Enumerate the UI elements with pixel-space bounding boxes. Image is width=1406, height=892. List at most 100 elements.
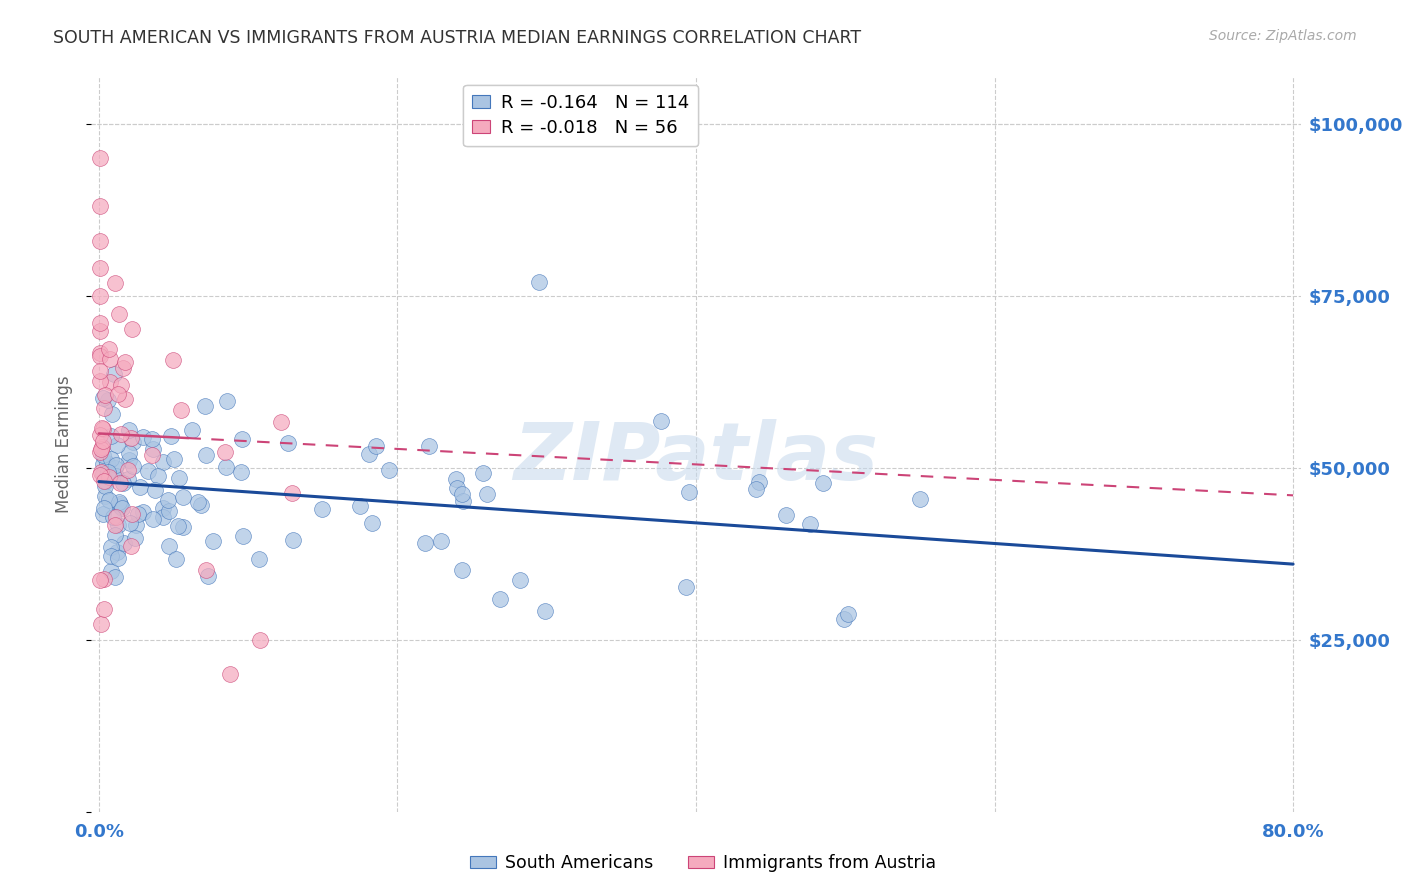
Point	[104, 570, 127, 584]
Point	[122, 435, 145, 450]
Point	[90, 616, 112, 631]
Point	[89, 428, 111, 442]
Point	[141, 448, 163, 462]
Point	[122, 458, 145, 473]
Point	[128, 480, 150, 494]
Point	[142, 442, 165, 456]
Point	[181, 423, 204, 437]
Point	[89, 199, 111, 213]
Point	[364, 439, 387, 453]
Point	[91, 434, 114, 448]
Point	[89, 374, 111, 388]
Point	[105, 509, 128, 524]
Point	[744, 482, 766, 496]
Point	[104, 469, 127, 483]
Point	[114, 354, 136, 368]
Point	[214, 445, 236, 459]
Point	[89, 289, 111, 303]
Point	[169, 471, 191, 485]
Point	[100, 407, 122, 421]
Text: Source: ZipAtlas.com: Source: ZipAtlas.com	[1209, 29, 1357, 43]
Point	[215, 460, 238, 475]
Point	[104, 461, 127, 475]
Point	[136, 464, 159, 478]
Point	[89, 468, 111, 483]
Point	[418, 439, 440, 453]
Point	[219, 667, 242, 681]
Point	[110, 377, 132, 392]
Point	[357, 447, 380, 461]
Point	[98, 492, 121, 507]
Point	[105, 458, 128, 473]
Point	[166, 519, 188, 533]
Point	[172, 520, 194, 534]
Point	[165, 552, 187, 566]
Point	[118, 453, 141, 467]
Point	[94, 478, 117, 492]
Point	[107, 517, 129, 532]
Point	[121, 322, 143, 336]
Point	[201, 534, 224, 549]
Point	[172, 490, 194, 504]
Point	[277, 435, 299, 450]
Point	[101, 509, 124, 524]
Point	[349, 499, 371, 513]
Point	[93, 500, 115, 515]
Point	[107, 307, 129, 321]
Point	[100, 540, 122, 554]
Point	[111, 501, 134, 516]
Point	[94, 489, 117, 503]
Point	[90, 465, 112, 479]
Point	[93, 573, 115, 587]
Point	[141, 433, 163, 447]
Point	[98, 343, 121, 357]
Point	[529, 275, 551, 289]
Point	[98, 375, 121, 389]
Point	[131, 505, 153, 519]
Point	[110, 497, 132, 511]
Point	[91, 422, 114, 436]
Point	[89, 346, 111, 360]
Point	[104, 518, 127, 533]
Point	[107, 550, 129, 565]
Point	[89, 445, 111, 459]
Point	[270, 415, 292, 429]
Point	[799, 516, 821, 531]
Point	[127, 507, 149, 521]
Point	[451, 494, 474, 508]
Point	[117, 462, 139, 476]
Point	[94, 474, 117, 488]
Point	[361, 516, 384, 531]
Point	[231, 432, 253, 446]
Point	[775, 508, 797, 522]
Point	[93, 388, 115, 402]
Point	[100, 549, 122, 564]
Point	[159, 428, 181, 442]
Legend: South Americans, Immigrants from Austria: South Americans, Immigrants from Austria	[464, 847, 942, 879]
Point	[93, 602, 115, 616]
Point	[169, 403, 191, 417]
Point	[91, 508, 114, 522]
Point	[91, 391, 114, 405]
Point	[650, 414, 672, 428]
Point	[195, 449, 218, 463]
Point	[162, 353, 184, 368]
Point	[100, 452, 122, 467]
Point	[107, 545, 129, 559]
Point	[675, 580, 697, 594]
Point	[152, 510, 174, 524]
Point	[489, 591, 512, 606]
Point	[107, 387, 129, 401]
Point	[108, 476, 131, 491]
Point	[112, 535, 135, 549]
Point	[157, 539, 180, 553]
Point	[377, 462, 399, 476]
Point	[195, 563, 218, 577]
Point	[89, 324, 111, 338]
Point	[98, 352, 121, 367]
Point	[247, 551, 270, 566]
Point	[108, 499, 131, 513]
Point	[813, 475, 835, 490]
Point	[120, 539, 142, 553]
Point	[190, 498, 212, 512]
